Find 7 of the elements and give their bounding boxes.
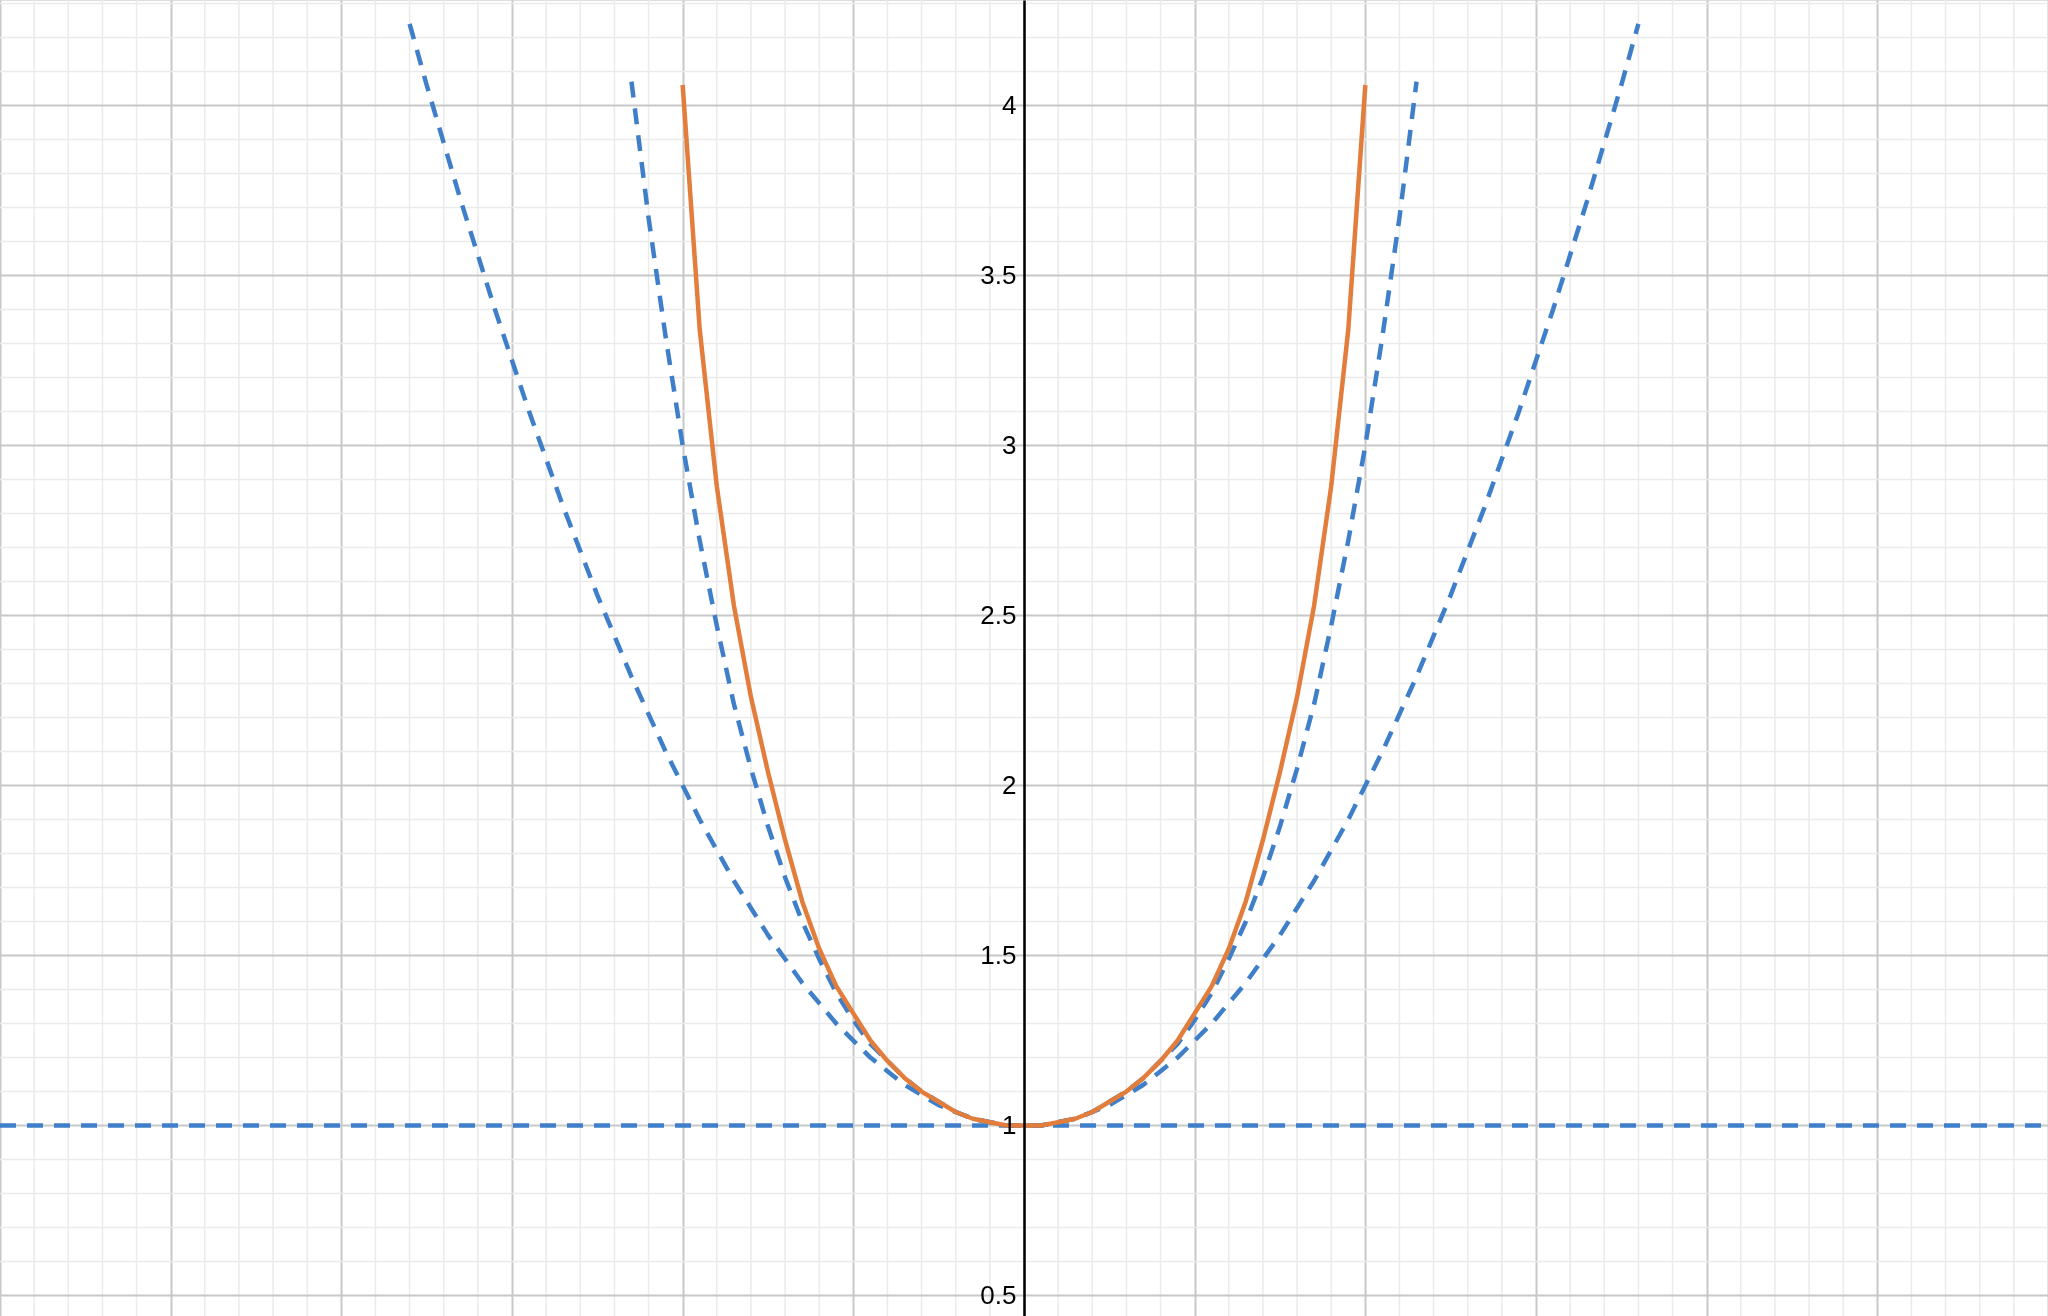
y-tick-label: 2.5 [980, 599, 1017, 630]
y-tick-label: 4 [1002, 89, 1017, 120]
y-tick-label: 1.5 [980, 940, 1017, 971]
y-tick-label: 3.5 [980, 259, 1017, 290]
y-tick-label: 3 [1002, 429, 1017, 460]
y-tick-label: 2 [1002, 770, 1017, 801]
y-tick-label: 0.5 [980, 1280, 1017, 1311]
